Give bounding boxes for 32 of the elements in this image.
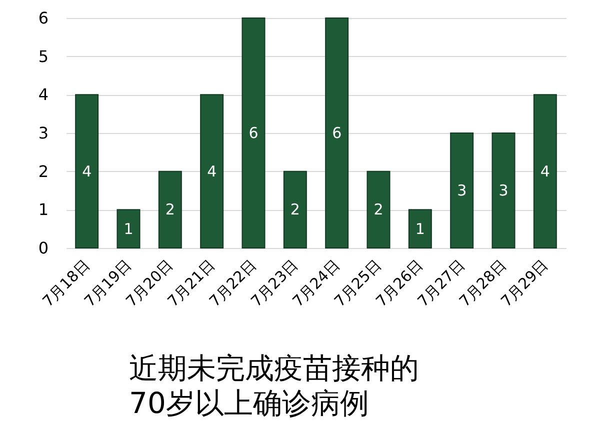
bar — [200, 94, 224, 248]
bar — [408, 209, 432, 248]
bar — [325, 18, 349, 248]
data-label: 4 — [540, 162, 550, 180]
y-tick-label: 0 — [38, 238, 48, 258]
y-tick-label: 5 — [38, 46, 48, 66]
bar — [492, 132, 516, 248]
y-tick-label: 1 — [38, 200, 48, 220]
data-label: 6 — [332, 124, 342, 142]
y-tick-label: 6 — [38, 8, 48, 28]
data-label: 2 — [165, 200, 175, 219]
bar — [533, 94, 557, 248]
bar — [450, 132, 474, 248]
y-tick-label: 4 — [38, 85, 48, 104]
y-tick-label: 3 — [38, 124, 48, 142]
data-label: 1 — [124, 220, 134, 238]
data-label: 1 — [415, 220, 425, 238]
y-tick-label: 2 — [38, 162, 48, 181]
bar — [242, 18, 266, 248]
data-label: 3 — [498, 182, 508, 200]
data-label: 4 — [207, 162, 217, 180]
data-label: 2 — [290, 200, 300, 219]
data-label: 2 — [374, 200, 384, 219]
bar — [75, 94, 99, 248]
bar — [283, 170, 307, 248]
data-label: 6 — [248, 124, 258, 142]
text: 近期未完成疫苗接种的70岁以上确诊病例 — [129, 351, 420, 421]
bar — [158, 170, 182, 248]
data-label: 3 — [457, 182, 467, 200]
bar — [366, 170, 390, 248]
data-label: 4 — [82, 162, 92, 180]
bar — [116, 209, 140, 248]
